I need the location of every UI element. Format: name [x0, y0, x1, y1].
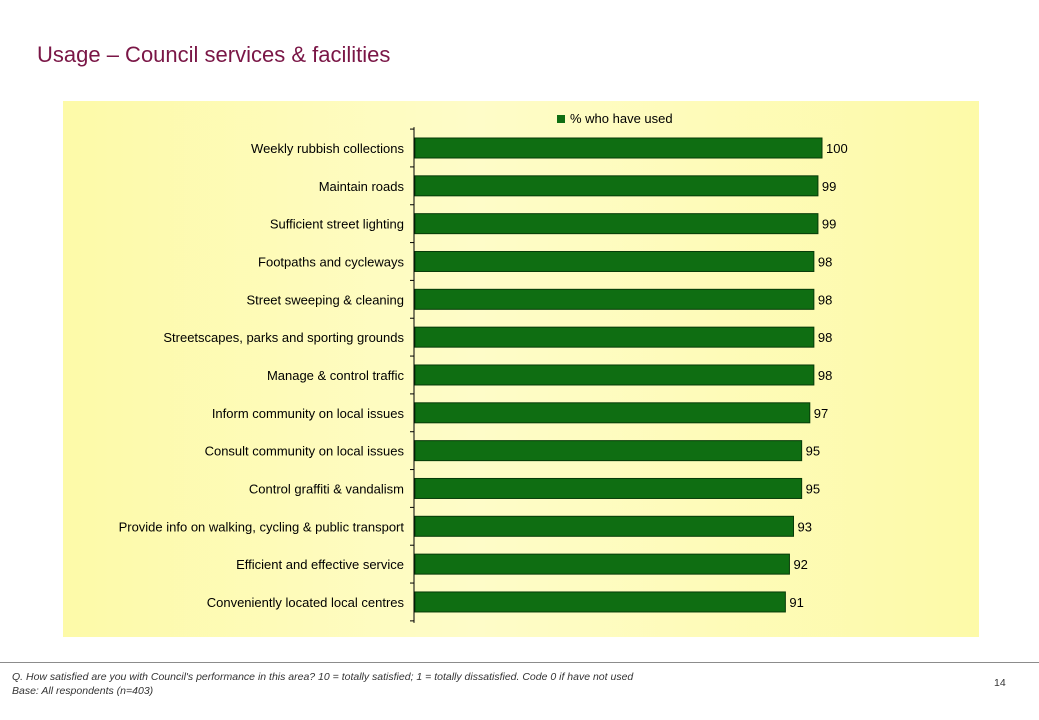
- category-label: Streetscapes, parks and sporting grounds: [163, 330, 404, 345]
- category-label: Sufficient street lighting: [270, 217, 404, 232]
- category-label: Conveniently located local centres: [207, 595, 405, 610]
- category-label: Inform community on local issues: [212, 406, 405, 421]
- data-label: 92: [793, 557, 807, 572]
- data-label: 95: [806, 444, 820, 459]
- category-label: Consult community on local issues: [205, 444, 405, 459]
- bar: [414, 515, 795, 537]
- slide-title: Usage – Council services & facilities: [37, 42, 391, 67]
- bar: [414, 250, 815, 272]
- bar: [414, 402, 811, 424]
- category-label: Maintain roads: [319, 179, 405, 194]
- footer-divider: [0, 662, 1039, 663]
- data-label: 97: [814, 406, 828, 421]
- data-label: 95: [806, 481, 820, 496]
- data-label: 98: [818, 330, 832, 345]
- footnote-base: Base: All respondents (n=403): [12, 685, 154, 697]
- category-label: Weekly rubbish collections: [251, 141, 404, 156]
- footnote-question: Q. How satisfied are you with Council's …: [12, 671, 634, 683]
- data-label: 91: [789, 595, 803, 610]
- data-label: 93: [798, 519, 812, 534]
- category-label: Provide info on walking, cycling & publi…: [119, 519, 405, 534]
- bar: [414, 364, 815, 386]
- bar: [414, 440, 803, 462]
- category-label: Street sweeping & cleaning: [246, 292, 404, 307]
- legend-label: % who have used: [570, 111, 673, 126]
- data-label: 100: [826, 141, 848, 156]
- legend-swatch: [557, 115, 565, 123]
- data-label: 98: [818, 292, 832, 307]
- category-label: Control graffiti & vandalism: [249, 481, 404, 496]
- data-label: 98: [818, 254, 832, 269]
- data-label: 99: [822, 179, 836, 194]
- data-label: 98: [818, 368, 832, 383]
- category-label: Footpaths and cycleways: [258, 254, 404, 269]
- bar: [414, 288, 815, 310]
- bar-chart: % who have used Weekly rubbish collection…: [119, 111, 848, 623]
- bar: [414, 591, 786, 613]
- bar: [414, 137, 823, 159]
- bar: [414, 175, 819, 197]
- page-number: 14: [994, 677, 1006, 689]
- bar: [414, 477, 803, 499]
- category-label: Efficient and effective service: [236, 557, 404, 572]
- data-label: 99: [822, 217, 836, 232]
- chart-area: % who have used Weekly rubbish collection…: [63, 101, 979, 637]
- bar: [414, 553, 790, 575]
- bar: [414, 326, 815, 348]
- bar: [414, 213, 819, 235]
- category-label: Manage & control traffic: [267, 368, 405, 383]
